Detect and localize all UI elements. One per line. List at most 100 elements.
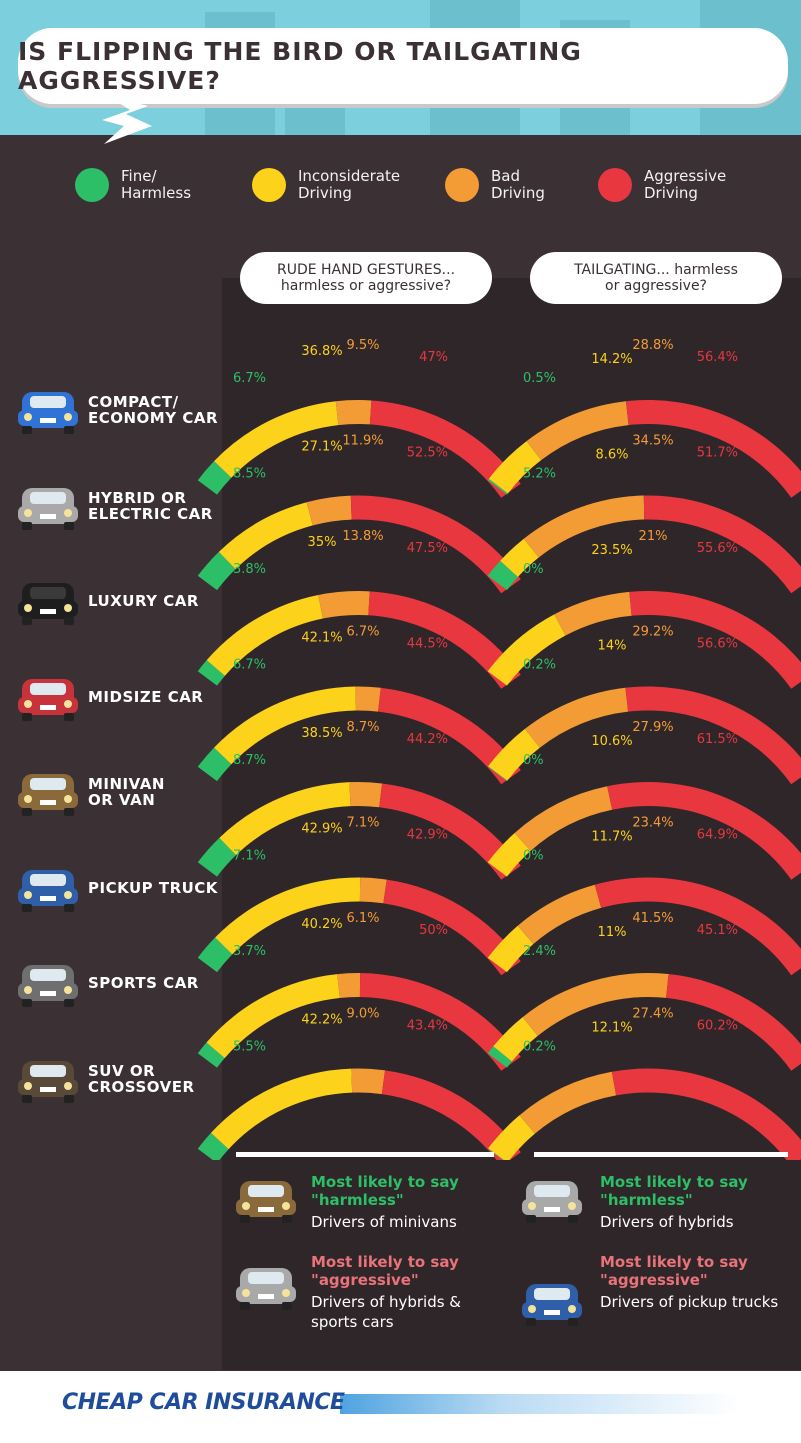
segment-inconsiderate	[487, 925, 534, 973]
minivan-icon	[18, 774, 78, 816]
car-label: MINIVAN OR VAN	[88, 776, 165, 808]
segment-aggressive	[607, 782, 801, 880]
data-label: 27.4%	[632, 1007, 673, 1022]
segment-harmless	[197, 747, 232, 782]
data-label: 14.2%	[591, 352, 632, 367]
segment-harmless	[197, 1042, 225, 1068]
gauge-chart: 6.7% 36.8% 9.5% 47% 8.5% 27.1% 11.9% 52.5% 3.8% 3…	[197, 338, 801, 1160]
data-label: 3.8%	[233, 562, 266, 577]
data-label: 55.6%	[697, 541, 738, 556]
aggressive-text-right: Drivers of pickup trucks	[600, 1293, 779, 1311]
segment-harmless	[197, 1132, 229, 1160]
legend-swatch	[598, 168, 632, 202]
segment-inconsiderate	[488, 728, 540, 781]
segment-bad	[355, 686, 381, 712]
car-label-line: OR VAN	[88, 791, 156, 809]
data-label: 8.7%	[233, 753, 266, 768]
aggressive-title-left: Most likely to say "aggressive"	[311, 1253, 459, 1289]
data-label: 6.7%	[233, 371, 266, 386]
data-label: 27.1%	[301, 440, 342, 455]
segment-aggressive	[629, 591, 801, 689]
segment-bad	[306, 495, 352, 526]
car-label: SUV OR CROSSOVER	[88, 1063, 195, 1095]
tailgating-header: TAILGATING... harmless or aggressive?	[530, 252, 782, 304]
legend-item-aggressive: Aggressive Driving	[598, 168, 726, 202]
car-label: HYBRID OR ELECTRIC CAR	[88, 490, 213, 522]
segment-bad	[526, 401, 629, 461]
data-label: 23.5%	[591, 543, 632, 558]
data-label: 60.2%	[697, 1019, 738, 1034]
segment-harmless	[487, 1148, 504, 1160]
segment-bad	[514, 786, 613, 851]
segment-inconsiderate	[215, 877, 361, 955]
data-label: 64.9%	[697, 828, 738, 843]
data-label: 38.5%	[301, 726, 342, 741]
data-label: 44.5%	[407, 637, 448, 652]
data-label: 6.1%	[346, 911, 379, 926]
legend-swatch	[252, 168, 286, 202]
segment-harmless	[197, 937, 233, 973]
segment-inconsiderate	[219, 782, 351, 856]
brand-stripes	[340, 1394, 740, 1414]
data-label: 0.5%	[523, 371, 556, 386]
data-label: 5.2%	[523, 467, 556, 482]
legend-swatch	[445, 168, 479, 202]
data-label: 42.1%	[301, 631, 342, 646]
lightning-bolt-icon	[102, 96, 152, 144]
car-label-line: MINIVAN	[88, 775, 165, 793]
data-label: 2.4%	[523, 944, 556, 959]
segment-bad	[337, 973, 361, 998]
segment-bad	[349, 782, 383, 808]
data-label: 42.2%	[301, 1013, 342, 1028]
data-label: 40.2%	[301, 917, 342, 932]
segment-inconsiderate	[206, 974, 340, 1059]
data-label: 28.8%	[632, 338, 673, 353]
segment-bad	[519, 1071, 617, 1134]
segment-inconsiderate	[487, 832, 531, 877]
compact-car-icon	[18, 392, 78, 434]
data-label: 9.0%	[346, 1007, 379, 1022]
segment-harmless	[197, 551, 236, 591]
segment-aggressive	[378, 687, 521, 785]
data-label: 56.4%	[697, 350, 738, 365]
car-label: PICKUP TRUCK	[88, 880, 218, 896]
data-label: 5.5%	[233, 1040, 266, 1055]
segment-aggressive	[594, 877, 801, 976]
car-label-line: MIDSIZE CAR	[88, 687, 204, 706]
segment-aggressive	[350, 495, 521, 594]
segment-harmless	[487, 478, 508, 495]
data-label: 8.5%	[233, 467, 266, 482]
data-label: 7.1%	[346, 816, 379, 831]
gestures-header: RUDE HAND GESTURES... harmless or aggress…	[240, 252, 492, 304]
data-label: 0%	[523, 849, 544, 864]
data-label: 36.8%	[301, 344, 342, 359]
pickup-summary-icon	[522, 1284, 582, 1326]
segment-aggressive	[666, 974, 801, 1071]
brand-logo: CHEAP CAR INSURANCE	[62, 1390, 345, 1415]
segment-inconsiderate	[206, 595, 323, 676]
title-box: IS FLIPPING THE BIRD OR TAILGATING AGGRE…	[18, 28, 788, 104]
segment-harmless	[197, 837, 237, 877]
data-label: 47%	[419, 350, 448, 365]
data-label: 42.9%	[407, 828, 448, 843]
data-label: 51.7%	[697, 446, 738, 461]
right-divider	[534, 1152, 788, 1157]
data-label: 7.1%	[233, 849, 266, 864]
minivan-summary-icon	[236, 1181, 296, 1223]
segment-aggressive	[643, 495, 801, 594]
segment-aggressive	[625, 400, 801, 498]
data-label: 52.5%	[407, 446, 448, 461]
car-label-line: SUV OR	[88, 1061, 156, 1080]
segment-harmless	[197, 660, 225, 686]
data-label: 8.7%	[346, 720, 379, 735]
data-label: 8.6%	[595, 448, 628, 463]
segment-bad	[517, 884, 602, 944]
car-label-line: ELECTRIC CAR	[88, 504, 213, 523]
data-label: 0%	[523, 753, 544, 768]
data-label: 43.4%	[407, 1019, 448, 1034]
segment-aggressive	[611, 1068, 801, 1160]
segment-bad	[523, 495, 645, 558]
segment-inconsiderate	[500, 538, 539, 577]
data-label: 14%	[598, 639, 627, 654]
car-label-line: LUXURY CAR	[88, 592, 199, 610]
